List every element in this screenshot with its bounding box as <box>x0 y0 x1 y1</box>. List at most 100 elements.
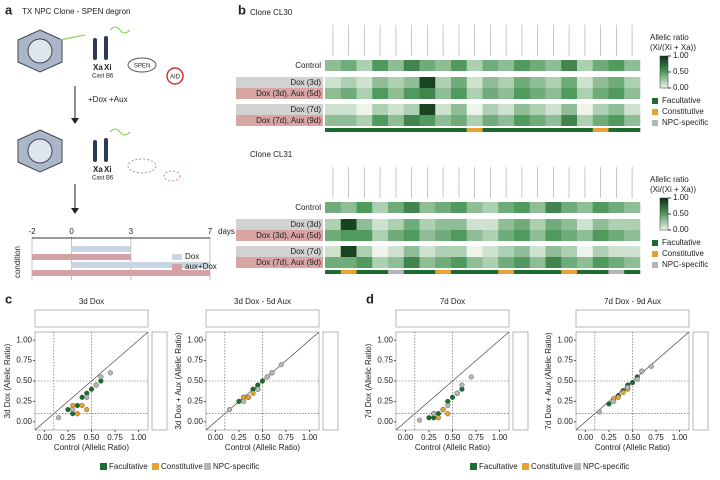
category-strip <box>325 128 342 132</box>
colorbar <box>659 197 669 231</box>
category-strip <box>529 128 546 132</box>
heatmap-cell <box>608 104 625 115</box>
row-label: Dox (3d) <box>290 220 321 229</box>
heatmap-cell <box>356 88 373 99</box>
heatmap-cell <box>388 202 405 213</box>
x-tick-label: 1.00 <box>672 433 688 442</box>
heatmap-cell <box>482 219 499 230</box>
category-strip <box>340 128 357 132</box>
heatmap-cell <box>482 77 499 88</box>
plot-title: 3d Dox <box>79 297 104 306</box>
heatmap-cell <box>529 77 546 88</box>
heatmap-cell <box>325 246 342 257</box>
marginal-right <box>322 331 339 431</box>
row-label-bg <box>236 246 323 257</box>
x-tick-label: 1.00 <box>131 433 147 442</box>
heatmap-cell <box>498 246 515 257</box>
marginal-right <box>151 331 168 431</box>
label-xa: Xa <box>93 63 103 72</box>
heatmap-cell <box>514 88 531 99</box>
y-tick-label: 0.50 <box>377 376 393 385</box>
scatter-point <box>639 368 645 374</box>
label-xi: Xi <box>104 165 112 174</box>
heatmap-cell <box>466 115 483 126</box>
heatmap-cell <box>435 60 452 71</box>
scatter-point <box>445 411 451 417</box>
heatmap-cell <box>624 246 641 257</box>
scatter-point <box>596 409 603 415</box>
heatmap-cell <box>514 104 531 115</box>
heatmap-cell <box>624 230 641 241</box>
y-tick-label: 0.00 <box>16 417 32 426</box>
row-label: Dox (7d), Aux (9d) <box>256 258 321 267</box>
y-axis-label: 7d Dox (Allelic Ratio) <box>364 343 373 418</box>
y-tick-label: 0.25 <box>187 397 203 406</box>
x-axis-label: Control (Allelic Ratio) <box>595 443 670 452</box>
y-axis-label: 7d Dox + Aux (Allelic Ratio) <box>544 332 553 429</box>
heatmap-cell <box>466 230 483 241</box>
scatter-point <box>259 378 266 384</box>
heatmap-cell <box>514 257 531 268</box>
x-axis-label: Control (Allelic Ratio) <box>225 443 300 452</box>
legend-swatch <box>652 240 658 246</box>
heatmap-cell <box>561 219 578 230</box>
timeline-tick-label: 7 <box>208 227 213 236</box>
plot-title: 7d Dox <box>440 297 465 306</box>
colorbar-title: (Xi/(Xi + Xa)) <box>650 43 696 52</box>
panel-label: b <box>238 2 246 17</box>
x-tick-label: 0.25 <box>60 433 76 442</box>
legend-label: Facultative <box>662 96 701 105</box>
x-axis-label: Control (Allelic Ratio) <box>54 443 129 452</box>
heatmap-cell <box>498 257 515 268</box>
marginal-right <box>512 331 529 431</box>
heatmap-cell <box>592 77 609 88</box>
heatmap-cell <box>325 202 342 213</box>
y-tick-label: 0.25 <box>16 397 32 406</box>
category-strip <box>592 270 609 274</box>
heatmap-cell <box>482 202 499 213</box>
heatmap-cell <box>372 257 389 268</box>
scatter-point <box>107 370 113 376</box>
legend-swatch <box>172 264 182 270</box>
heatmap-cell <box>608 219 625 230</box>
heatmap-cell <box>624 115 641 126</box>
heatmap-cell <box>340 202 357 213</box>
heatmap-cell <box>545 202 562 213</box>
row-label: Dox (7d) <box>290 247 321 256</box>
scatter-point <box>278 362 284 368</box>
marginal-top <box>395 309 510 328</box>
heatmap-cell <box>514 219 531 230</box>
category-strip <box>325 270 342 274</box>
heatmap-cell <box>592 257 609 268</box>
marginal-right <box>692 331 709 431</box>
cell-diagram <box>17 26 184 214</box>
legend-label: NPC-specific <box>213 462 259 471</box>
heatmap-cell <box>419 202 436 213</box>
y-tick-label: 0.75 <box>16 356 32 365</box>
scatter-point <box>454 390 460 396</box>
heatmap-cell <box>577 88 594 99</box>
x-tick-label: 1.00 <box>492 433 508 442</box>
heatmap-cell <box>419 115 436 126</box>
category-strip <box>372 270 389 274</box>
colorbar-tick-label: 1.00 <box>673 193 689 202</box>
legend-label: Constitutive <box>161 462 203 471</box>
x-tick-label: 0.50 <box>84 433 100 442</box>
heatmap-cell <box>388 104 405 115</box>
scatter-point <box>74 402 80 409</box>
colorbar-title: (Xi/(Xi + Xa)) <box>650 185 696 194</box>
category-strip <box>482 270 499 274</box>
heatmap-cell <box>577 219 594 230</box>
scatter-point <box>445 402 451 409</box>
heatmap-cell <box>577 230 594 241</box>
heatmap-cell <box>529 115 546 126</box>
category-strip <box>561 128 578 132</box>
heatmap-cell <box>451 219 468 230</box>
heatmap-cell <box>561 60 578 71</box>
category-strip <box>624 270 641 274</box>
heatmap-cell <box>529 219 546 230</box>
scatter-point <box>264 374 270 380</box>
row-label-bg <box>236 202 323 213</box>
heatmap-cell <box>577 246 594 257</box>
